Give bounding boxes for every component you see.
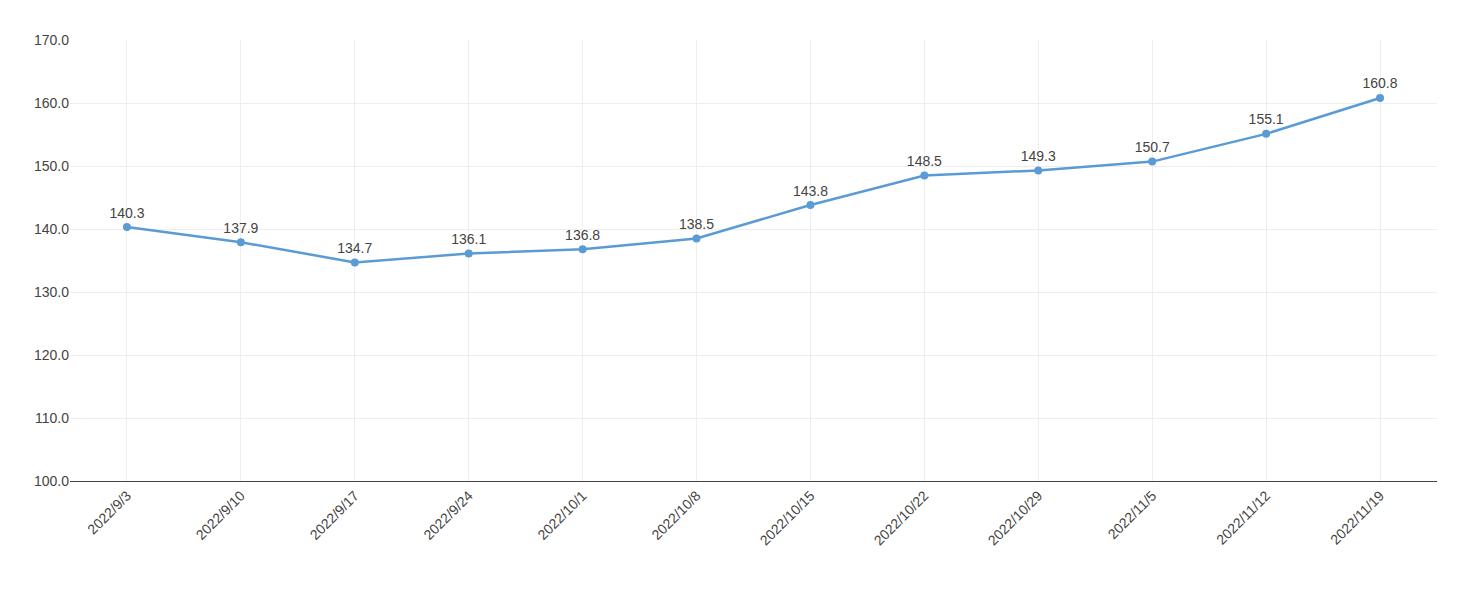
- svg-text:2022/11/5: 2022/11/5: [1105, 487, 1160, 542]
- svg-text:140.3: 140.3: [109, 205, 144, 221]
- svg-text:2022/9/17: 2022/9/17: [306, 487, 362, 543]
- svg-text:130.0: 130.0: [34, 284, 69, 300]
- svg-text:136.8: 136.8: [565, 227, 600, 243]
- svg-text:100.0: 100.0: [34, 473, 69, 489]
- svg-text:2022/10/8: 2022/10/8: [648, 487, 704, 543]
- svg-text:170.0: 170.0: [34, 32, 69, 48]
- svg-text:160.8: 160.8: [1363, 75, 1398, 91]
- svg-text:140.0: 140.0: [34, 221, 69, 237]
- svg-text:2022/10/1: 2022/10/1: [534, 487, 590, 543]
- svg-text:120.0: 120.0: [34, 347, 69, 363]
- svg-text:155.1: 155.1: [1249, 111, 1284, 127]
- svg-text:2022/10/29: 2022/10/29: [984, 487, 1045, 548]
- svg-text:2022/10/15: 2022/10/15: [757, 487, 818, 548]
- svg-text:136.1: 136.1: [451, 231, 486, 247]
- svg-text:2022/9/10: 2022/9/10: [193, 487, 249, 543]
- svg-text:2022/11/19: 2022/11/19: [1327, 487, 1387, 547]
- svg-text:149.3: 149.3: [1021, 148, 1056, 164]
- svg-text:148.5: 148.5: [907, 153, 942, 169]
- svg-text:134.7: 134.7: [337, 240, 372, 256]
- svg-text:110.0: 110.0: [35, 410, 69, 426]
- svg-text:2022/11/12: 2022/11/12: [1213, 487, 1273, 547]
- svg-text:150.0: 150.0: [34, 158, 69, 174]
- svg-text:150.7: 150.7: [1135, 139, 1170, 155]
- svg-text:2022/9/3: 2022/9/3: [84, 487, 134, 537]
- svg-text:143.8: 143.8: [793, 183, 828, 199]
- svg-text:2022/9/24: 2022/9/24: [420, 487, 476, 543]
- svg-text:2022/10/22: 2022/10/22: [871, 487, 932, 548]
- svg-text:160.0: 160.0: [34, 95, 69, 111]
- svg-text:138.5: 138.5: [679, 216, 714, 232]
- svg-text:137.9: 137.9: [223, 220, 258, 236]
